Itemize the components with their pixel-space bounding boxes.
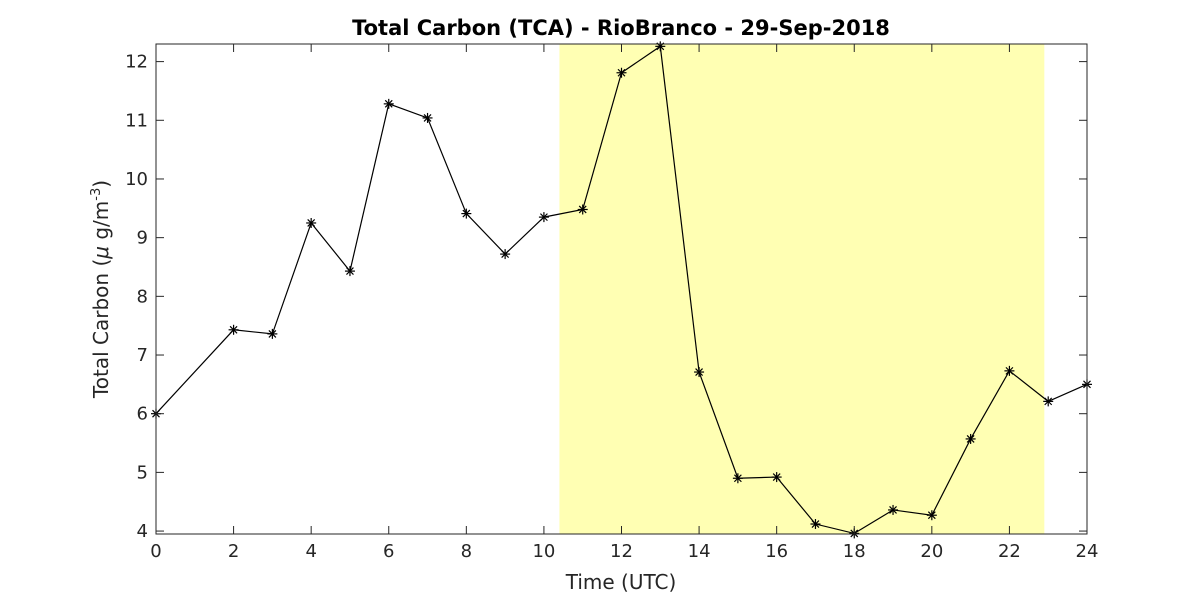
series-line: [155, 45, 1088, 535]
x-tick-label: 6: [383, 541, 394, 562]
x-tick-label: 16: [765, 541, 788, 562]
y-axis-label-exponent: -3: [89, 188, 104, 201]
y-tick-label: 11: [125, 110, 148, 131]
data-point: [926, 510, 937, 521]
data-point: [267, 328, 278, 339]
y-axis-label: Total Carbon (μ g/m-3): [89, 180, 113, 399]
highlight-span: [559, 44, 1045, 534]
y-axis-label-suffix: ): [89, 180, 113, 188]
y-axis-label-mu: μ: [89, 246, 113, 260]
data-point: [1043, 396, 1054, 407]
data-point: [422, 112, 433, 123]
y-tick-label: 6: [137, 404, 148, 425]
x-tick-label: 18: [843, 541, 866, 562]
x-tick-label: 14: [688, 541, 711, 562]
x-tick-label: 4: [305, 541, 316, 562]
y-axis-label-prefix: Total Carbon (: [89, 259, 113, 399]
y-tick-label: 7: [137, 345, 148, 366]
chart-title: Total Carbon (TCA) - RioBranco - 29-Sep-…: [352, 16, 890, 40]
data-point: [500, 249, 511, 260]
data-point: [461, 208, 472, 219]
data-point: [228, 324, 239, 335]
x-tick-label: 8: [461, 541, 472, 562]
data-point: [1004, 365, 1015, 376]
x-tick-label: 10: [532, 541, 555, 562]
data-point: [616, 67, 627, 78]
data-point: [344, 266, 355, 277]
data-point: [810, 519, 821, 530]
x-tick-label: 2: [228, 541, 239, 562]
x-tick-label: 20: [920, 541, 943, 562]
data-point: [888, 504, 899, 515]
x-axis-label: Time (UTC): [565, 570, 677, 594]
data-point: [965, 433, 976, 444]
x-tick-label: 22: [998, 541, 1021, 562]
data-point: [577, 204, 588, 215]
y-axis-label-unit: g/m: [89, 201, 113, 246]
y-tick-label: 8: [137, 286, 148, 307]
x-tick-label: 0: [150, 541, 161, 562]
y-tick-label: 9: [137, 228, 148, 249]
data-point: [306, 217, 317, 228]
data-point: [694, 367, 705, 378]
data-point: [732, 473, 743, 484]
data-point: [383, 98, 394, 109]
series-layer: [151, 41, 1092, 539]
y-tick-label: 5: [137, 462, 148, 483]
x-tick-label: 12: [610, 541, 633, 562]
y-tick-label: 10: [125, 169, 148, 190]
data-point: [771, 472, 782, 483]
data-point: [655, 41, 666, 52]
y-tick-label: 4: [137, 521, 148, 542]
y-tick-label: 12: [125, 52, 148, 73]
data-point: [538, 212, 549, 223]
x-tick-label: 24: [1076, 541, 1099, 562]
